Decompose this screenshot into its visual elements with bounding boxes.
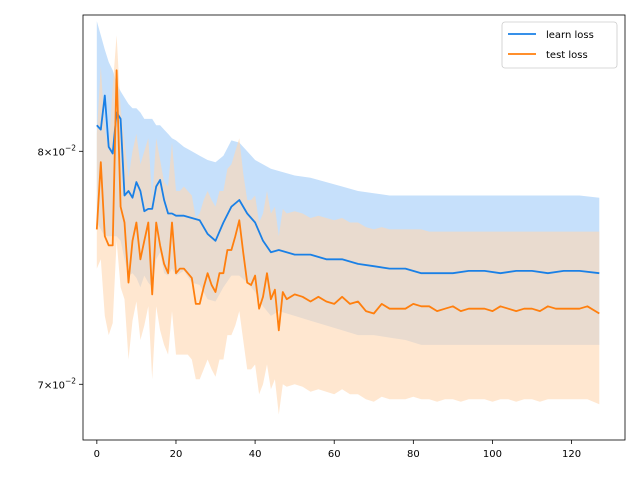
x-tick-label: 80 [407,449,420,460]
x-tick-label: 20 [170,449,183,460]
line-learn-loss [96,94,600,275]
axes [82,14,626,441]
x-tick-label: 0 [94,449,100,460]
legend-label-learn-loss: learn loss [546,30,594,41]
plot-frame [82,14,626,441]
band-test-loss [96,35,600,415]
y-tick-label: 8×10−2 [37,143,76,158]
line-test-loss [95,69,600,332]
legend-label-test-loss: test loss [546,50,588,61]
x-tick-label: 120 [562,449,581,460]
y-axis-ticks: 7×10−2 8×10−2 [37,143,83,391]
x-tick-label: 100 [483,449,502,460]
y-tick-label: 7×10−2 [37,376,76,391]
confidence-bands [96,21,600,415]
x-tick-label: 40 [249,449,262,460]
x-axis-ticks: 0 20 40 60 80 100 120 [94,440,581,460]
legend: learn loss test loss [501,21,618,69]
x-tick-label: 60 [328,449,341,460]
series-lines [95,69,600,332]
legend-box [501,21,618,69]
